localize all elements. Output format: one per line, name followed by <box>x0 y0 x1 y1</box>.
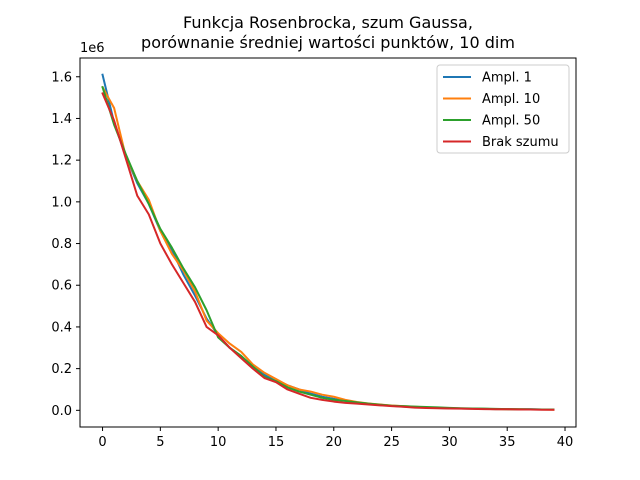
y-axis-offset-label: 1e6 <box>80 41 105 56</box>
legend-entry-label: Ampl. 50 <box>482 114 540 129</box>
y-tick-label: 0.0 <box>51 404 72 419</box>
axes-frame <box>79 57 577 428</box>
legend-entry-label: Ampl. 10 <box>482 92 540 107</box>
plot-area <box>101 73 555 411</box>
legend-box <box>436 64 570 154</box>
x-axis-ticks: 0 5 10 15 20 25 30 35 40 <box>98 427 573 450</box>
y-tick-label: 1.0 <box>51 195 72 210</box>
legend: Ampl. 1 Ampl. 10 Ampl. 50 Brak szumu <box>436 64 570 154</box>
x-tick-label: 40 <box>557 435 574 450</box>
x-tick-label: 35 <box>499 435 516 450</box>
x-tick-label: 5 <box>156 435 164 450</box>
x-tick-label: 10 <box>210 435 227 450</box>
chart-title-line-1: Funkcja Rosenbrocka, szum Gaussa, <box>183 13 473 32</box>
x-tick-label: 15 <box>268 435 285 450</box>
x-tick-label: 0 <box>98 435 106 450</box>
x-tick-label: 25 <box>383 435 400 450</box>
y-tick-label: 0.8 <box>51 237 72 252</box>
y-tick-label: 0.2 <box>51 362 72 377</box>
y-tick-label: 1.2 <box>51 154 72 169</box>
x-tick-label: 20 <box>326 435 343 450</box>
legend-entry-label: Ampl. 1 <box>482 71 532 86</box>
y-axis-ticks: 0.0 0.2 0.4 0.6 0.8 1.0 1.2 1.4 1.6 <box>51 70 80 419</box>
series-line-4 <box>101 92 555 411</box>
chart-title-line-2: porównanie średniej wartości punktów, 10… <box>141 33 515 52</box>
y-tick-label: 0.6 <box>51 279 72 294</box>
y-tick-label: 1.4 <box>51 112 72 127</box>
legend-entry-label: Brak szumu <box>482 135 559 150</box>
y-tick-label: 1.6 <box>51 70 72 85</box>
x-tick-label: 30 <box>441 435 458 450</box>
y-tick-label: 0.4 <box>51 320 72 335</box>
